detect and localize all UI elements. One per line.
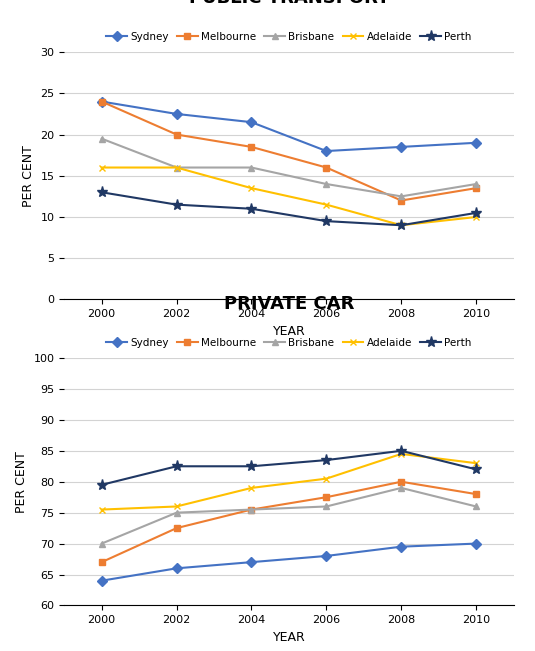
Y-axis label: PER CENT: PER CENT: [15, 450, 28, 513]
Line: Melbourne: Melbourne: [98, 98, 479, 204]
Brisbane: [98, 540, 105, 547]
Adelaide: [173, 163, 180, 171]
Adelaide: [473, 460, 479, 467]
Text: PRIVATE CAR: PRIVATE CAR: [224, 295, 354, 312]
Line: Adelaide: Adelaide: [98, 450, 479, 513]
Melbourne: [398, 197, 404, 204]
Melbourne: [248, 506, 255, 514]
Line: Brisbane: Brisbane: [98, 484, 479, 547]
Adelaide: [98, 163, 105, 171]
Melbourne: [98, 559, 105, 566]
Brisbane: [173, 163, 180, 171]
Melbourne: [173, 131, 180, 139]
Adelaide: [323, 201, 330, 208]
Brisbane: [323, 180, 330, 188]
Y-axis label: PER CENT: PER CENT: [22, 145, 35, 207]
Melbourne: [473, 184, 479, 192]
Adelaide: [473, 213, 479, 221]
X-axis label: YEAR: YEAR: [272, 325, 305, 338]
Line: Brisbane: Brisbane: [98, 135, 479, 200]
Sydney: [398, 143, 404, 151]
Perth: [473, 465, 479, 473]
Line: Perth: Perth: [96, 445, 482, 490]
Sydney: [98, 98, 105, 105]
Perth: [398, 447, 404, 454]
Perth: [98, 481, 105, 489]
Perth: [323, 217, 330, 225]
Sydney: [398, 543, 404, 551]
Sydney: [248, 118, 255, 126]
Line: Sydney: Sydney: [98, 98, 479, 154]
Adelaide: [173, 503, 180, 510]
Melbourne: [398, 478, 404, 486]
Perth: [248, 205, 255, 213]
Legend: Sydney, Melbourne, Brisbane, Adelaide, Perth: Sydney, Melbourne, Brisbane, Adelaide, P…: [102, 333, 476, 352]
Line: Melbourne: Melbourne: [98, 478, 479, 566]
Brisbane: [173, 509, 180, 517]
Brisbane: [98, 135, 105, 143]
Adelaide: [323, 475, 330, 482]
Adelaide: [248, 484, 255, 492]
Melbourne: [323, 163, 330, 171]
Sydney: [473, 139, 479, 146]
X-axis label: YEAR: YEAR: [272, 631, 305, 644]
Adelaide: [398, 221, 404, 229]
Adelaide: [98, 506, 105, 514]
Sydney: [98, 577, 105, 585]
Brisbane: [248, 506, 255, 514]
Sydney: [173, 564, 180, 572]
Perth: [248, 462, 255, 470]
Brisbane: [398, 193, 404, 201]
Brisbane: [323, 503, 330, 510]
Adelaide: [398, 450, 404, 458]
Line: Sydney: Sydney: [98, 540, 479, 584]
Sydney: [473, 540, 479, 547]
Perth: [173, 201, 180, 208]
Legend: Sydney, Melbourne, Brisbane, Adelaide, Perth: Sydney, Melbourne, Brisbane, Adelaide, P…: [102, 27, 476, 46]
Perth: [323, 456, 330, 464]
Melbourne: [173, 524, 180, 532]
Sydney: [248, 559, 255, 566]
Sydney: [173, 110, 180, 118]
Brisbane: [473, 180, 479, 188]
Brisbane: [398, 484, 404, 492]
Line: Perth: Perth: [96, 187, 482, 231]
Perth: [173, 462, 180, 470]
Brisbane: [248, 163, 255, 171]
Perth: [398, 221, 404, 229]
Melbourne: [248, 143, 255, 151]
Melbourne: [473, 490, 479, 498]
Sydney: [323, 147, 330, 155]
Melbourne: [323, 493, 330, 501]
Line: Adelaide: Adelaide: [98, 164, 479, 229]
Brisbane: [473, 503, 479, 510]
Sydney: [323, 552, 330, 560]
Perth: [98, 188, 105, 196]
Text: PUBLIC TRANSPORT: PUBLIC TRANSPORT: [189, 0, 389, 7]
Perth: [473, 209, 479, 217]
Adelaide: [248, 184, 255, 192]
Melbourne: [98, 98, 105, 105]
